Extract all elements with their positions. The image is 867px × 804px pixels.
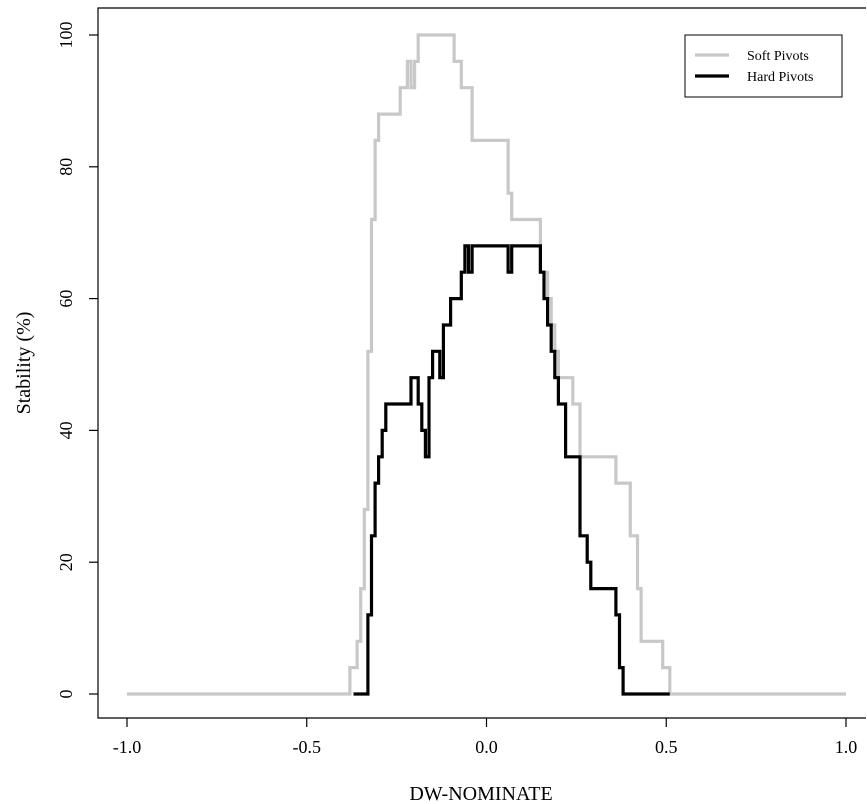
- y-tick-label: 20: [56, 553, 76, 571]
- y-tick-label: 60: [56, 290, 76, 308]
- series-line-hard-pivots: [353, 244, 670, 696]
- x-tick-label: 0.0: [475, 737, 498, 757]
- x-tick-label: 0.5: [655, 737, 678, 757]
- y-tick-label: 80: [56, 158, 76, 176]
- y-tick-label: 40: [56, 421, 76, 439]
- x-tick-label: -0.5: [293, 737, 322, 757]
- y-tick-label: 100: [56, 22, 76, 49]
- y-tick-label: 0: [56, 690, 76, 699]
- x-tick-label: 1.0: [835, 737, 858, 757]
- legend-entry: Soft Pivots: [747, 49, 809, 64]
- legend-entry: Hard Pivots: [747, 70, 814, 85]
- axes: -1.0 -0.5 0.0 0.5 1.0 0 20 40 60 80 100: [56, 7, 866, 757]
- series-line-soft-pivots: [127, 33, 846, 696]
- x-tick-label: -1.0: [113, 737, 142, 757]
- plot-frame: [97, 7, 866, 719]
- y-axis-label: Stability (%): [13, 312, 35, 415]
- x-axis-label: DW-NOMINATE: [409, 783, 552, 804]
- legend-box: [684, 34, 843, 98]
- legend: Soft Pivots Hard Pivots: [684, 34, 843, 98]
- series-layer: [127, 33, 846, 696]
